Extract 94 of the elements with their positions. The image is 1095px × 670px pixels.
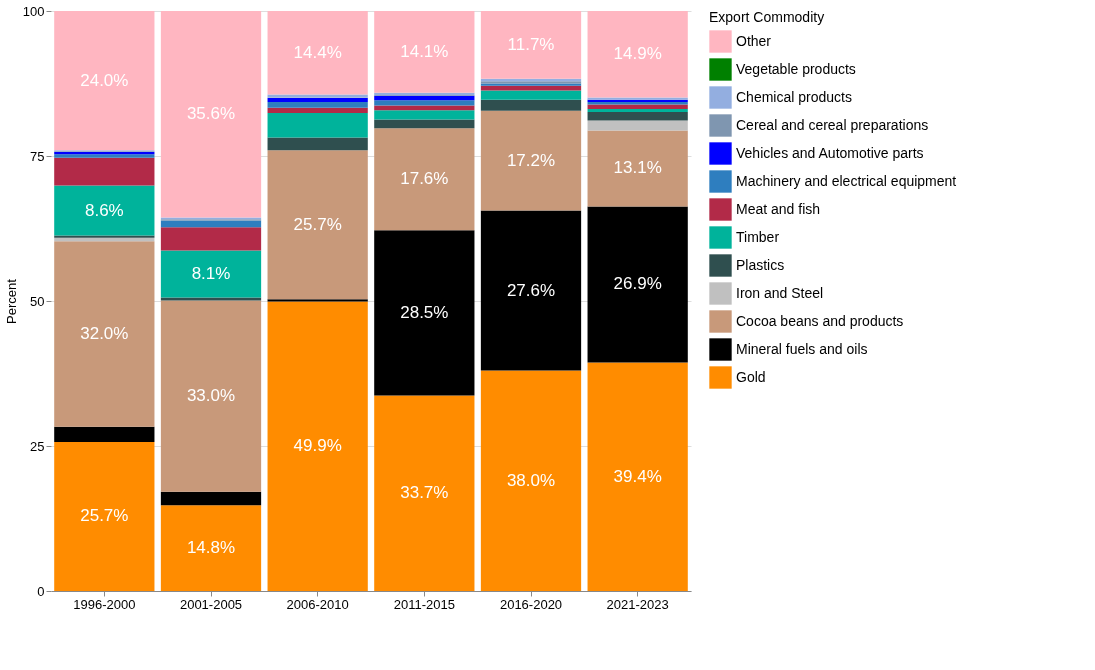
bar xyxy=(374,95,475,101)
bar xyxy=(480,11,582,79)
bar xyxy=(374,395,475,591)
legend-label: Machinery and electrical equipment xyxy=(736,172,957,189)
bar xyxy=(374,230,475,396)
bar xyxy=(160,300,262,492)
bar xyxy=(160,491,262,506)
data-label: 14.1% xyxy=(400,41,449,61)
bar xyxy=(374,119,475,129)
legend-label: Other xyxy=(736,32,772,49)
bar xyxy=(267,102,368,108)
bar xyxy=(54,241,155,427)
legend-label: Vehicles and Automotive parts xyxy=(736,144,924,161)
data-label: 25.7% xyxy=(80,506,129,526)
bar xyxy=(54,185,155,236)
x-tick-label: 2021-2023 xyxy=(606,596,669,612)
bar xyxy=(587,120,688,131)
legend-label: Plastics xyxy=(736,256,785,273)
data-label: 17.6% xyxy=(400,169,449,189)
data-label: 38.0% xyxy=(506,470,556,490)
legend-label: Mineral fuels and oils xyxy=(736,340,868,357)
bar xyxy=(54,157,155,186)
data-label: 28.5% xyxy=(400,302,449,322)
data-label: 33.7% xyxy=(400,483,449,503)
bar xyxy=(267,11,368,95)
x-tick-label: 2001-2005 xyxy=(179,596,243,612)
bar xyxy=(54,426,155,442)
data-label: 26.9% xyxy=(613,274,662,294)
x-tick-label: 2006-2010 xyxy=(286,596,349,612)
bar xyxy=(374,110,475,120)
y-tick-label: 100 xyxy=(22,3,45,19)
data-label: 27.6% xyxy=(506,280,556,300)
bar xyxy=(480,99,582,111)
data-label: 32.0% xyxy=(80,324,129,344)
data-label: 39.4% xyxy=(613,466,662,486)
bar xyxy=(587,11,688,98)
bar xyxy=(160,11,262,218)
legend-label: Meat and fish xyxy=(736,200,821,217)
y-tick-label: 0 xyxy=(37,583,45,599)
bar xyxy=(374,11,475,93)
bar xyxy=(480,90,582,100)
bar xyxy=(267,137,368,151)
bar xyxy=(480,370,582,591)
x-tick-label: 2016-2020 xyxy=(499,596,563,612)
bar xyxy=(587,111,688,121)
data-label: 8.1% xyxy=(191,264,231,284)
data-label: 17.2% xyxy=(506,150,556,170)
bar xyxy=(587,130,688,207)
data-label: 14.9% xyxy=(613,44,662,64)
bar xyxy=(267,98,368,103)
legend-label: Cocoa beans and products xyxy=(736,312,904,329)
bar xyxy=(160,250,262,298)
bar xyxy=(267,113,368,138)
bar xyxy=(160,220,262,228)
bar xyxy=(480,210,582,371)
x-tick-label: 1996-2000 xyxy=(73,596,136,612)
legend-label: Gold xyxy=(736,368,766,385)
bar xyxy=(587,206,688,363)
data-label: 14.4% xyxy=(293,42,342,62)
legend-label: Vegetable products xyxy=(736,60,856,77)
data-label: 49.9% xyxy=(293,436,342,456)
data-label: 25.7% xyxy=(293,214,342,234)
data-label: 11.7% xyxy=(507,34,555,54)
y-axis-title: Percent xyxy=(3,278,19,324)
y-tick-label: 25 xyxy=(30,438,45,454)
bar xyxy=(267,301,368,591)
bar xyxy=(54,11,155,151)
x-tick-label: 2011-2015 xyxy=(393,596,455,612)
bar xyxy=(374,100,475,106)
bar xyxy=(587,362,688,591)
bar xyxy=(267,107,368,114)
legend-label: Iron and Steel xyxy=(736,284,824,301)
bar xyxy=(160,505,262,591)
y-tick-label: 50 xyxy=(30,293,45,309)
data-label: 8.6% xyxy=(84,200,124,220)
legend-title: Export Commodity xyxy=(709,9,825,25)
legend-label: Timber xyxy=(736,228,780,245)
data-label: 14.8% xyxy=(186,538,236,558)
data-label: 24.0% xyxy=(80,70,129,90)
y-tick-label: 75 xyxy=(30,148,45,164)
legend-label: Cereal and cereal preparations xyxy=(736,116,929,133)
bar xyxy=(54,441,155,591)
legend-label: Chemical products xyxy=(736,88,852,105)
bar xyxy=(480,110,582,211)
bar xyxy=(54,235,155,238)
bar xyxy=(374,128,475,231)
data-label: 33.0% xyxy=(186,386,236,406)
bar xyxy=(267,150,368,300)
data-label: 13.1% xyxy=(613,158,662,178)
bar xyxy=(267,299,368,302)
bar xyxy=(587,104,688,110)
data-label: 35.6% xyxy=(186,104,236,124)
bar xyxy=(587,109,688,112)
bar xyxy=(160,227,262,251)
